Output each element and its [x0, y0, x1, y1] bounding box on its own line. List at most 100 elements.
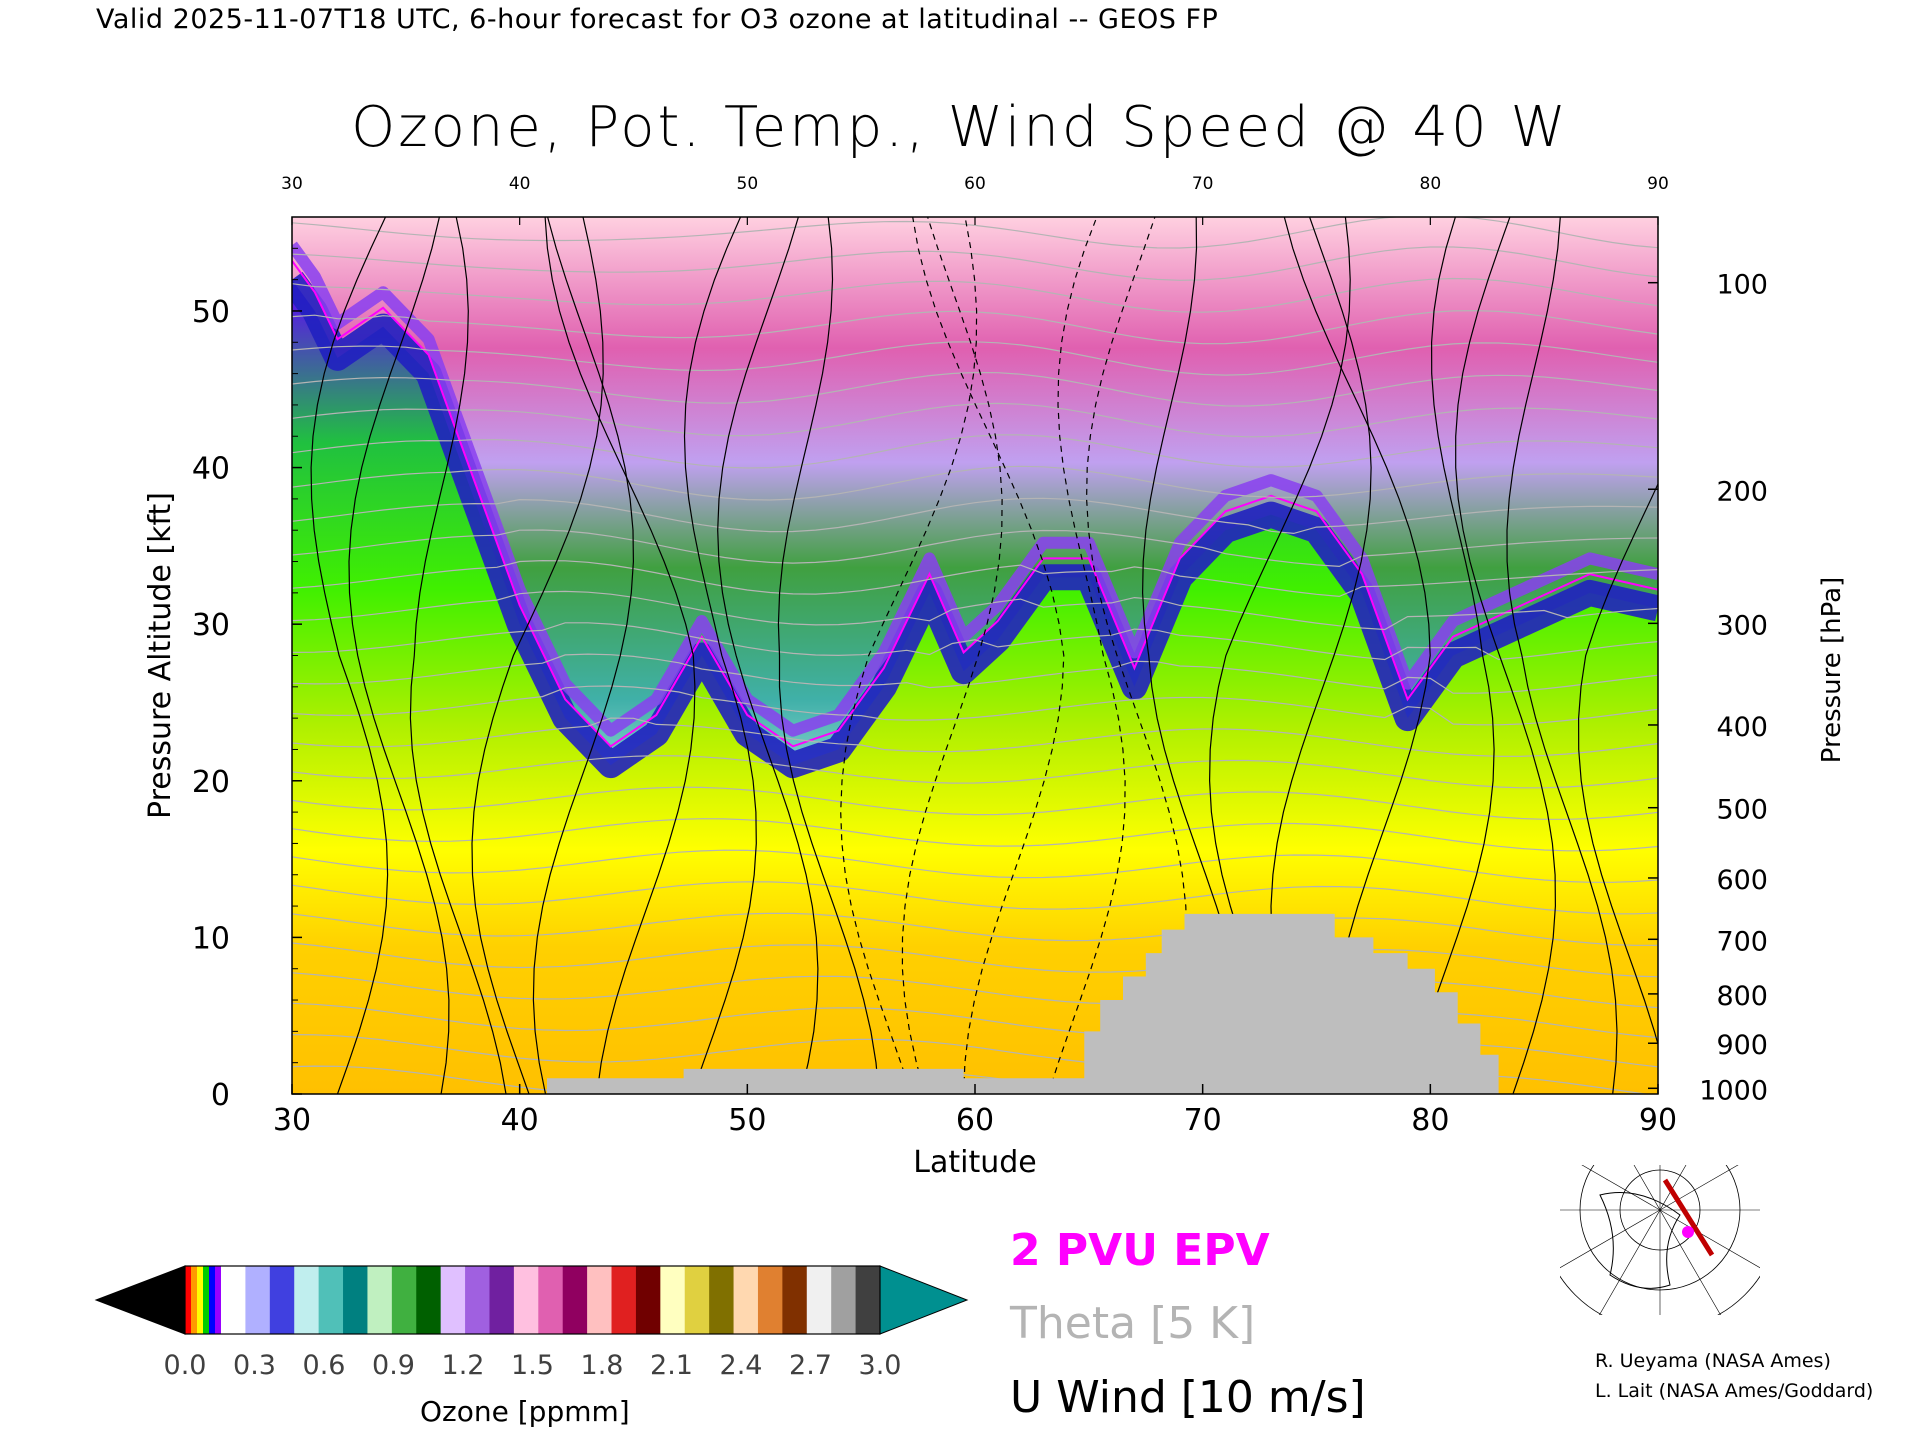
- wind-contour: [1047, 217, 1126, 1094]
- theta-isoline: [292, 653, 1658, 694]
- y-right-tick-label: 900: [1716, 1030, 1768, 1061]
- y-right-tick-label: 500: [1716, 795, 1768, 826]
- chart-title: Ozone, Pot. Temp., Wind Speed @ 40 W: [351, 95, 1569, 160]
- wind-contour: [544, 217, 696, 1094]
- colorbar-tick-label: 2.1: [650, 1350, 693, 1381]
- colorbar-swatch: [294, 1266, 320, 1334]
- theta-isoline: [292, 912, 1658, 946]
- theta-isoline: [292, 590, 1658, 631]
- theta-isoline: [292, 849, 1658, 883]
- colorbar-tick-label: 2.4: [720, 1350, 763, 1381]
- y-tick-label: 40: [192, 452, 230, 487]
- x-top-tick-label: 30: [281, 174, 303, 194]
- colorbar-swatch: [191, 1266, 198, 1334]
- colorbar-swatch: [513, 1266, 539, 1334]
- x-tick-label: 40: [501, 1103, 539, 1138]
- y-tick-label: 10: [192, 921, 230, 956]
- theta-isoline: [292, 529, 1658, 568]
- colorbar-swatch: [391, 1266, 417, 1334]
- colorbar-swatch: [757, 1266, 783, 1334]
- wind-contour: [310, 217, 389, 1094]
- colorbar-swatch: [269, 1266, 295, 1334]
- colorbar-swatch: [203, 1266, 210, 1334]
- wind-contour: [348, 217, 450, 1094]
- theta-isoline: [292, 685, 1658, 726]
- colorbar-swatch: [221, 1266, 246, 1334]
- map-location-marker: [1682, 1226, 1694, 1238]
- x-tick-label: 80: [1411, 1103, 1449, 1138]
- theta-isoline: [292, 786, 1658, 820]
- x-tick-label: 60: [956, 1103, 994, 1138]
- map-section-line: [1662, 1178, 1715, 1257]
- theta-isoline: [292, 818, 1658, 852]
- x-top-tick-label: 80: [1420, 174, 1442, 194]
- wind-contour: [901, 217, 1003, 1094]
- wind-contour: [840, 217, 978, 1094]
- y-right-tick-label: 1000: [1699, 1075, 1768, 1106]
- y-right-tick-label: 700: [1716, 926, 1768, 957]
- colorbar-swatch: [635, 1266, 661, 1334]
- y-tick-label: 0: [211, 1078, 230, 1113]
- colorbar-tick-label: 0.3: [233, 1350, 276, 1381]
- wind-contour: [1577, 482, 1658, 1047]
- tropopause-band: [292, 271, 1658, 779]
- colorbar-swatch: [782, 1266, 808, 1334]
- colorbar-swatch: [343, 1266, 368, 1334]
- credit-line-1: R. Ueyama (NASA Ames): [1595, 1350, 1831, 1372]
- colorbar-swatch: [831, 1266, 857, 1334]
- y-right-tick-label: 100: [1716, 270, 1768, 301]
- wind-contour: [1506, 217, 1618, 1094]
- theta-isoline: [292, 434, 1658, 469]
- colorbar-swatch: [684, 1266, 710, 1334]
- x-top-tick-label: 90: [1647, 174, 1669, 194]
- colorbar-frame: [184, 1265, 881, 1335]
- colorbar-swatch: [538, 1266, 564, 1334]
- colorbar-tick-label: 0.6: [303, 1350, 346, 1381]
- wind-contour: [717, 217, 819, 1094]
- theta-isoline: [292, 341, 1658, 376]
- theta-isoline: [292, 755, 1658, 789]
- theta-isoline: [292, 465, 1658, 501]
- colorbar-tick-label: 0.9: [372, 1350, 415, 1381]
- colorbar-swatch: [855, 1266, 881, 1334]
- colorbar-swatch: [197, 1266, 204, 1334]
- x-tick-label: 90: [1639, 1103, 1677, 1138]
- wind-contour: [912, 217, 1065, 1094]
- colorbar-tick-label: 0.0: [164, 1350, 207, 1381]
- theta-isoline: [292, 497, 1658, 535]
- colorbar-swatch: [562, 1266, 588, 1334]
- y-right-tick-label: 300: [1716, 610, 1768, 641]
- wind-contour: [1405, 217, 1495, 1094]
- wind-contour: [471, 217, 604, 1094]
- wind-contour: [683, 217, 757, 1094]
- epv-2pvu-line: [292, 260, 1658, 748]
- colorbar-tick-label: 2.7: [789, 1350, 832, 1381]
- y-tick-label: 20: [192, 765, 230, 800]
- colorbar-swatch: [416, 1266, 442, 1334]
- x-top-tick-label: 50: [737, 174, 759, 194]
- theta-isoline: [292, 942, 1658, 978]
- colorbar-swatch: [733, 1266, 759, 1334]
- forecast-header: Valid 2025-11-07T18 UTC, 6-hour forecast…: [96, 4, 1219, 35]
- colorbar-tick-label: 3.0: [859, 1350, 902, 1381]
- legend-theta: Theta [5 K]: [1010, 1298, 1256, 1349]
- colorbar-swatch: [440, 1266, 466, 1334]
- colorbar-tick-label: 1.2: [442, 1350, 485, 1381]
- colorbar-swatch: [209, 1266, 216, 1334]
- colorbar-swatch: [215, 1266, 222, 1334]
- x-axis-label: Latitude: [913, 1145, 1036, 1180]
- colorbar-swatch: [367, 1266, 393, 1334]
- colorbar-swatch: [709, 1266, 735, 1334]
- y-right-tick-label: 800: [1716, 981, 1768, 1012]
- x-top-tick-label: 40: [509, 174, 531, 194]
- x-tick-label: 50: [728, 1103, 766, 1138]
- y-tick-label: 50: [192, 295, 230, 330]
- map-meridian: [1560, 1165, 1739, 1269]
- colorbar-swatch: [660, 1266, 686, 1334]
- theta-isoline: [292, 277, 1658, 313]
- credit-line-2: L. Lait (NASA Ames/Goddard): [1595, 1380, 1874, 1402]
- colorbar-label: Ozone [ppmm]: [420, 1395, 630, 1428]
- colorbar-swatch: [318, 1266, 344, 1334]
- polar-map-icon: [1560, 1165, 1760, 1315]
